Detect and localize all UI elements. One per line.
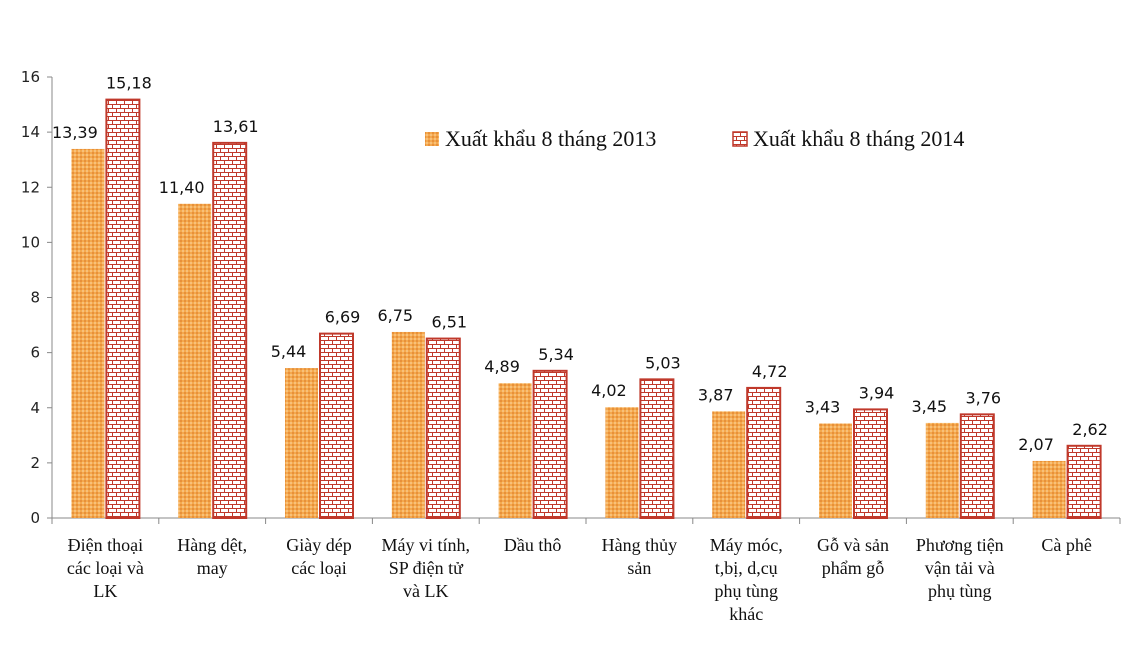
bar-2013 [391, 331, 425, 518]
bar-2013 [712, 411, 746, 518]
data-label: 5,44 [271, 342, 307, 361]
labels-layer: 13,39 11,40 5,44 6,75 4,89 4,02 3,87 3,43 3,45 2,… [52, 74, 1108, 454]
legend-label: Xuất khẩu 8 tháng 2013 [445, 126, 656, 151]
x-tick-label-line: t,bị, d,cụ [715, 558, 778, 578]
y-tick-label: 4 [30, 399, 40, 417]
bar-2013 [178, 203, 212, 518]
data-label: 6,51 [431, 313, 467, 332]
data-label: 4,02 [591, 381, 627, 400]
bar-2013 [819, 423, 852, 518]
data-label: 13,61 [213, 117, 259, 136]
bar-2014 [105, 98, 141, 519]
x-tick-label: Dầu thô [504, 535, 562, 555]
legend-swatch [425, 132, 439, 146]
x-tick-label-line: may [197, 558, 228, 578]
x-tick-label-line: vận tải và [925, 558, 995, 578]
x-tick-label: Điện thoại các loại và LK [67, 535, 144, 601]
bar-2014 [212, 141, 248, 519]
bar-2013 [605, 407, 639, 518]
data-label: 3,45 [911, 397, 947, 416]
x-tick-label-line: Gỗ và sản [817, 535, 889, 555]
x-tick-label-line: sản [627, 558, 651, 578]
data-label: 13,39 [52, 123, 98, 142]
x-tick-label-line: Hàng dệt, [177, 535, 247, 555]
bar-2014 [959, 413, 995, 519]
y-tick-label: 6 [30, 344, 40, 362]
bar-2014 [746, 386, 782, 519]
x-tick-label-line: Cà phê [1041, 535, 1091, 555]
x-tick-label: Máy móc, t,bị, d,cụ phụ tùng khác [710, 535, 783, 624]
x-tick-label: Hàng thủy sản [602, 535, 678, 578]
bar-2014 [853, 408, 888, 519]
y-tick-label: 2 [30, 454, 40, 472]
x-tick-label-line: Giày dép [286, 535, 351, 555]
bar-2013 [71, 148, 105, 519]
y-tick-label: 14 [21, 123, 40, 141]
bars-layer [71, 98, 1102, 520]
bar-2014 [425, 337, 461, 519]
legend-swatch [732, 131, 748, 147]
data-label: 11,40 [159, 178, 205, 197]
data-label: 6,69 [325, 308, 361, 327]
x-tick-label-line: Máy vi tính, [382, 535, 471, 555]
x-tick-label-line: phẩm gỗ [822, 558, 885, 578]
x-tick-label-line: Máy móc, [710, 535, 783, 555]
y-tick-label: 12 [21, 178, 40, 196]
bar-2013 [285, 368, 318, 518]
data-label: 2,62 [1072, 420, 1108, 439]
x-tick-label-line: các loại [291, 558, 346, 578]
x-tick-label: Hàng dệt, may [177, 535, 247, 578]
x-tick-label-line: Dầu thô [504, 535, 562, 555]
x-tick-label-line: phụ tùng [928, 581, 992, 601]
data-label: 4,89 [484, 357, 520, 376]
x-tick-label-line: SP điện tử [389, 558, 464, 578]
data-label: 2,07 [1018, 435, 1054, 454]
bar-2014 [639, 378, 675, 519]
data-label: 4,72 [752, 362, 788, 381]
y-tick-label: 16 [21, 68, 40, 86]
y-tick-label: 0 [30, 509, 40, 527]
x-tick-label-line: LK [93, 581, 117, 601]
data-label: 3,76 [965, 388, 1001, 407]
data-label: 15,18 [106, 74, 152, 93]
x-tick-label: Gỗ và sản phẩm gỗ [817, 535, 889, 578]
bar-2013 [498, 383, 532, 518]
data-label: 5,34 [538, 345, 574, 364]
bar-2013 [925, 422, 959, 518]
x-tick-label: Cà phê [1041, 535, 1091, 555]
legend-label: Xuất khẩu 8 tháng 2014 [753, 126, 964, 151]
data-label: 6,75 [377, 306, 413, 325]
y-tick-label: 10 [21, 233, 40, 251]
x-tick-label-line: khác [729, 604, 763, 624]
axes-layer: 0 2 4 6 8 10 12 14 16 Điện thoại các loại và LK Hàng… [21, 68, 1121, 624]
data-label: 5,03 [645, 353, 681, 372]
bar-2013 [1032, 460, 1066, 518]
legend: Xuất khẩu 8 tháng 2013 Xuất khẩu 8 tháng … [425, 126, 964, 151]
x-tick-label: Phương tiện vận tải và phụ tùng [916, 535, 1004, 601]
data-label: 3,94 [859, 383, 895, 402]
data-label: 3,43 [805, 397, 841, 416]
x-tick-label: Máy vi tính, SP điện tử và LK [382, 535, 471, 601]
data-label: 3,87 [698, 385, 734, 404]
bar-2014 [532, 369, 568, 519]
x-tick-label-line: phụ tùng [714, 581, 778, 601]
y-tick-label: 8 [30, 289, 40, 307]
bar-2014 [319, 332, 354, 519]
x-tick-label-line: Phương tiện [916, 535, 1004, 555]
x-tick-label-line: các loại và [67, 558, 144, 578]
x-tick-label-line: Điện thoại [68, 535, 143, 555]
x-tick-label-line: Hàng thủy [602, 535, 678, 555]
bar-2014 [1066, 444, 1102, 520]
x-tick-label: Giày dép các loại [286, 535, 351, 578]
x-tick-label-line: và LK [403, 581, 448, 601]
